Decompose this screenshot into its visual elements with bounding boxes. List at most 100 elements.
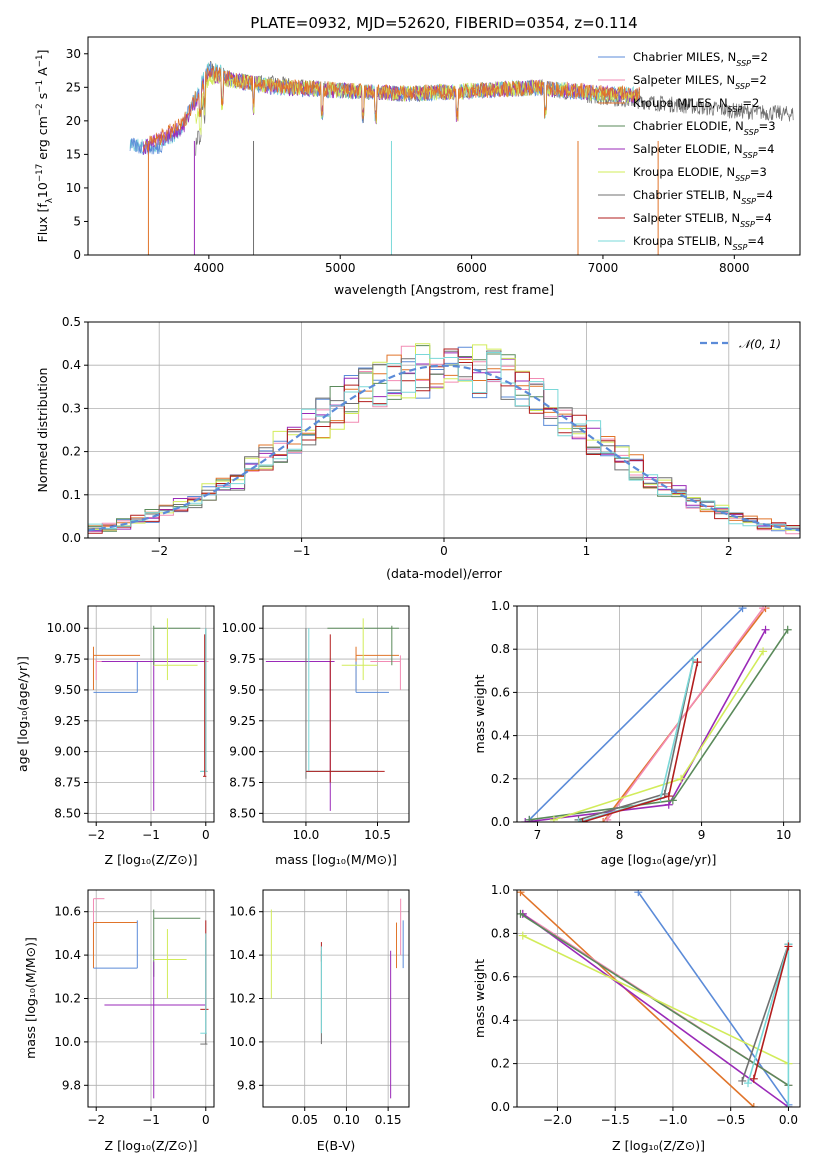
mass-vs-z-ytick-label-3: 10.4 [54, 948, 81, 962]
mass-vs-z-xtick-label-2: 0 [202, 1113, 210, 1127]
spectrum-legend-label-8: Kroupa STELIB, NSSP=4 [633, 234, 764, 252]
age-vs-z-chart: −2 −1 0 8.50 8.75 9.00 9.25 9.50 9.75 10.00 Z [log… [15, 605, 215, 867]
weight-vs-age-xtick-label-0: 7 [534, 828, 542, 842]
residuals-xtick-label-2: 0 [440, 544, 448, 558]
weight-vs-z-xlabel: Z [log₁₀(Z/Z⊙)] [612, 1138, 705, 1153]
spectrum-legend-label-1: Salpeter MILES, NSSP=2 [633, 73, 767, 91]
weight-vs-age-marker-7-2 [689, 656, 698, 664]
age-vs-mass-ytick-label-5: 9.75 [229, 652, 256, 666]
weight-vs-age-ytick-label-0: 0.0 [491, 815, 510, 829]
residuals-xtick-label-4: 2 [725, 544, 733, 558]
age-vs-mass-axes: 10.0 10.5 8.50 8.75 9.00 9.25 9.50 9.75 10.00 mas… [222, 605, 410, 867]
age-vs-mass-ytick-label-0: 8.50 [229, 806, 256, 820]
age-vs-mass-ytick-label-4: 9.50 [229, 683, 256, 697]
mass-vs-z-xtick-label-1: −1 [142, 1113, 160, 1127]
mass-vs-ebv-ytick-label-0: 9.8 [237, 1078, 256, 1092]
age-vs-z-ytick-label-0: 8.50 [54, 806, 81, 820]
weight-vs-age-series-chabrier_miles [528, 607, 744, 821]
spectrum-xtick-label-3: 7000 [588, 261, 619, 275]
weight-vs-z-ytick-label-2: 0.4 [491, 1013, 510, 1027]
spectrum-series-kroupa_elodie [195, 69, 641, 135]
weight-vs-age-chart: 7 8 9 10 0.0 0.2 0.4 0.6 0.8 1.0 age [log₁₀(age/yr… [472, 599, 801, 867]
spectrum-ytick-label-5: 25 [66, 80, 81, 94]
spectrum-series-kroupa_miles [142, 65, 641, 152]
weight-vs-age-xtick-label-3: 10 [776, 828, 791, 842]
weight-vs-z-xtick-label-3: −0.5 [716, 1113, 745, 1127]
weight-vs-z-marker-8-0 [749, 1074, 758, 1083]
weight-vs-z-series-salpeter_elodie [522, 913, 789, 1107]
mass-vs-z-chart: −2 −1 0 9.8 10.0 10.2 10.4 10.6 Z [log₁₀(Z/Z⊙)] m… [23, 889, 215, 1153]
spectrum-xtick-label-1: 5000 [325, 261, 356, 275]
age-vs-z-xlabel: Z [log₁₀(Z/Z⊙)] [105, 852, 198, 867]
spectrum-ytick-label-2: 10 [66, 181, 81, 195]
spectrum-xtick-label-4: 8000 [719, 261, 750, 275]
weight-vs-age-xtick-label-1: 8 [616, 828, 624, 842]
residuals-ytick-label-5: 0.5 [62, 315, 81, 329]
weight-vs-z-marker-5-0 [518, 931, 527, 940]
age-vs-mass-xlabel: mass [log₁₀(M/M⊙)] [275, 852, 397, 867]
age-vs-z-xtick-label-1: −1 [142, 828, 160, 842]
weight-vs-age-marker-5-2 [759, 647, 768, 656]
spectrum-ytick-label-4: 20 [66, 114, 81, 128]
weight-vs-z-plot-area [517, 890, 793, 1107]
weight-vs-age-axes: 7 8 9 10 0.0 0.2 0.4 0.6 0.8 1.0 age [log₁₀(age/yr… [472, 599, 801, 867]
age-vs-z-ytick-label-4: 9.50 [54, 683, 81, 697]
age-vs-mass-ytick-label-3: 9.25 [229, 714, 256, 728]
weight-vs-z-series-chabrier_stelib [741, 944, 790, 1082]
weight-vs-age-marker-4-2 [783, 625, 792, 634]
spectrum-xtick-label-0: 4000 [194, 261, 225, 275]
mass-vs-ebv-ytick-label-4: 10.6 [229, 905, 256, 919]
weight-vs-age-marker-3-1 [664, 800, 673, 809]
weight-vs-z-ytick-label-0: 0.0 [491, 1100, 510, 1114]
weight-vs-z-ytick-label-4: 0.8 [491, 926, 510, 940]
weight-vs-z-marker-0-0 [634, 890, 643, 897]
age-vs-z-ytick-label-3: 9.25 [54, 714, 81, 728]
weight-vs-age-plot-area [521, 606, 792, 822]
mass-vs-z-xlabel: Z [log₁₀(Z/Z⊙)] [105, 1138, 198, 1153]
weight-vs-z-marker-4-0 [517, 909, 525, 918]
weight-vs-z-chart: −2.0 −1.5 −1.0 −0.5 0.0 0.0 0.2 0.4 0.6 0.8 1.0 Z [… [472, 883, 801, 1153]
weight-vs-z-xtick-label-2: −1.0 [658, 1113, 687, 1127]
residuals-ytick-label-1: 0.1 [62, 488, 81, 502]
age-vs-z-ytick-label-2: 9.00 [54, 745, 81, 759]
weight-vs-z-series-chabrier_miles [637, 891, 790, 1106]
mass-vs-z-axes: −2 −1 0 9.8 10.0 10.2 10.4 10.6 Z [log₁₀(Z/Z⊙)] m… [23, 889, 215, 1153]
weight-vs-age-frame [516, 605, 801, 823]
age-vs-z-ytick-label-5: 9.75 [54, 652, 81, 666]
age-vs-mass-frame [262, 605, 410, 823]
spectrum-legend-label-0: Chabrier MILES, NSSP=2 [633, 50, 768, 68]
age-vs-z-plot-area [92, 618, 209, 811]
weight-vs-age-marker-3-0 [521, 818, 530, 822]
residuals-plot-area [88, 343, 800, 538]
mass-vs-ebv-axes: 0.05 0.10 0.15 9.8 10.0 10.2 10.4 10.6 E(B-V) [229, 889, 410, 1153]
weight-vs-age-marker-2-0 [603, 815, 612, 822]
age-vs-mass-plot-area [265, 618, 401, 811]
residuals-ytick-label-4: 0.4 [62, 358, 81, 372]
age-vs-mass-xtick-label-0: 10.0 [293, 828, 320, 842]
weight-vs-age-xtick-label-2: 9 [698, 828, 706, 842]
spectrum-xtick-label-2: 6000 [456, 261, 487, 275]
mass-vs-z-ytick-label-4: 10.6 [54, 905, 81, 919]
weight-vs-age-marker-2-1 [759, 606, 768, 613]
weight-vs-z-xtick-label-4: 0.0 [779, 1113, 798, 1127]
spectrum-legend-label-6: Chabrier STELIB, NSSP=4 [633, 188, 773, 206]
spectrum-chart: 4000 5000 6000 7000 8000 0 5 10 15 20 25 30 waveleng… [35, 36, 801, 297]
mass-vs-z-ytick-label-1: 10.0 [54, 1035, 81, 1049]
weight-vs-z-marker-7-0 [744, 1079, 753, 1088]
weight-vs-age-marker-5-1 [677, 774, 686, 783]
age-vs-z-ytick-label-6: 10.00 [47, 621, 81, 635]
weight-vs-z-frame [516, 889, 801, 1108]
spectrum-ytick-label-0: 0 [73, 248, 81, 262]
weight-vs-z-marker-7-2 [784, 1103, 793, 1107]
weight-vs-z-marker-6-0 [738, 1076, 747, 1085]
residuals-ytick-label-2: 0.2 [62, 445, 81, 459]
age-vs-mass-xtick-label-1: 10.5 [364, 828, 391, 842]
weight-vs-z-xtick-label-0: −2.0 [543, 1113, 572, 1127]
residuals-xtick-label-3: 1 [583, 544, 591, 558]
mass-vs-ebv-ytick-label-3: 10.4 [229, 948, 256, 962]
spectrum-ytick-label-1: 5 [73, 214, 81, 228]
residuals-hist-kroupa_elodie [88, 343, 800, 538]
weight-vs-age-marker-4-1 [668, 796, 677, 805]
weight-vs-age-series-salpeter_elodie [525, 629, 767, 822]
